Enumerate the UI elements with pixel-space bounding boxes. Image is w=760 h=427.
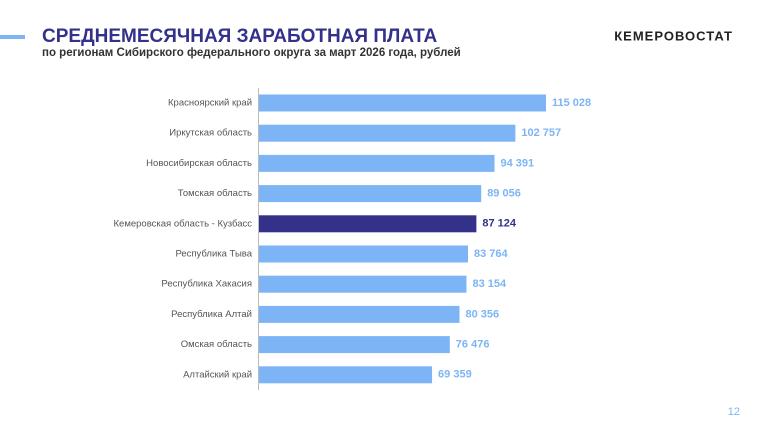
brand: КЕМЕРОВОСТАТ bbox=[614, 28, 733, 43]
bar bbox=[259, 124, 516, 142]
category-label: Республика Тыва bbox=[175, 249, 252, 260]
bar bbox=[259, 275, 467, 293]
category-label: Новосибирская область bbox=[146, 158, 252, 169]
bar bbox=[259, 305, 460, 323]
value-label: 94 391 bbox=[501, 157, 535, 169]
category-label: Кемеровская область - Кузбасс bbox=[114, 218, 253, 229]
category-label: Иркутская область bbox=[169, 128, 252, 139]
value-label: 83 154 bbox=[472, 278, 507, 290]
value-label: 80 356 bbox=[465, 308, 499, 320]
value-label: 83 764 bbox=[474, 248, 509, 260]
value-label: 87 124 bbox=[482, 218, 517, 230]
value-label: 69 359 bbox=[438, 369, 472, 381]
bar bbox=[259, 94, 546, 112]
category-label: Республика Хакасия bbox=[161, 279, 252, 290]
category-label: Омская область bbox=[181, 339, 252, 350]
category-label: Алтайский край bbox=[183, 369, 252, 380]
accent-line bbox=[0, 35, 25, 39]
value-label: 102 757 bbox=[521, 127, 561, 139]
page-number: 12 bbox=[728, 406, 740, 418]
value-label: 115 028 bbox=[552, 97, 591, 109]
value-label: 89 056 bbox=[487, 188, 521, 200]
bar bbox=[259, 185, 482, 203]
category-label: Красноярский край bbox=[168, 98, 252, 109]
bar bbox=[259, 366, 433, 384]
subtitle: по регионам Сибирского федерального окру… bbox=[42, 47, 461, 59]
bar bbox=[259, 245, 468, 263]
bar bbox=[259, 154, 495, 172]
value-label: 76 476 bbox=[456, 339, 490, 351]
bar bbox=[259, 336, 450, 354]
bar bbox=[259, 215, 477, 233]
title: СРЕДНЕМЕСЯЧНАЯ ЗАРАБОТНАЯ ПЛАТА bbox=[42, 26, 438, 47]
category-label: Томская область bbox=[178, 188, 252, 199]
category-label: Республика Алтай bbox=[171, 309, 252, 320]
